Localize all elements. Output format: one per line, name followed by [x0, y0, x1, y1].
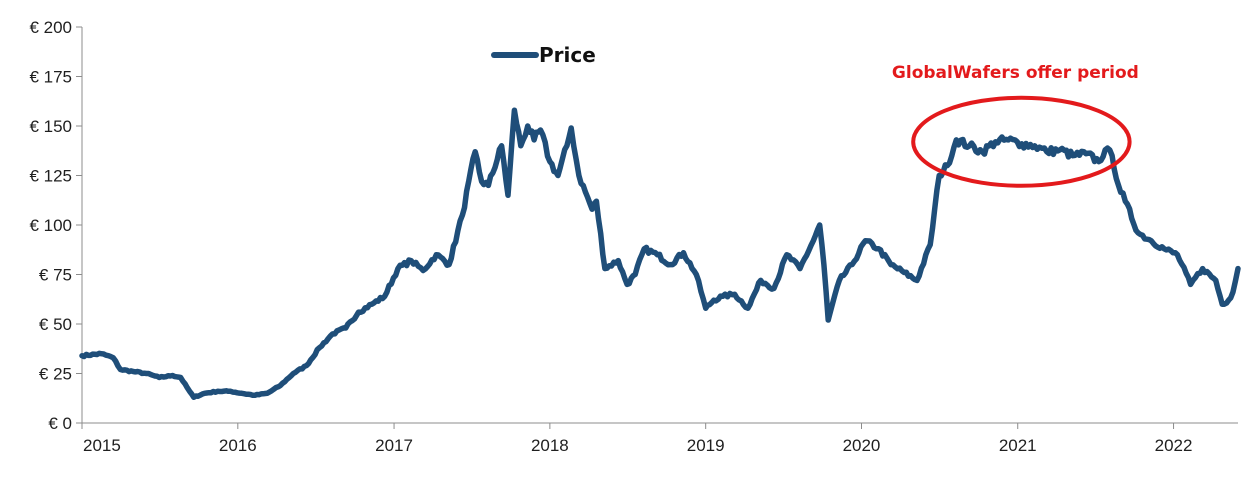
legend-label-price: Price — [539, 43, 596, 67]
y-tick-label: € 150 — [29, 117, 72, 136]
legend: Price — [491, 43, 596, 67]
x-tick-label: 2018 — [531, 436, 569, 455]
y-tick-label: € 125 — [29, 167, 72, 186]
x-axis: 2015 2016 2017 2018 2019 2020 2021 2022 — [81, 422, 1238, 455]
y-tick-label: € 100 — [29, 216, 72, 235]
y-tick-label: € 75 — [39, 266, 72, 285]
y-tick-label: € 200 — [29, 18, 72, 37]
series-line-price — [79, 107, 1241, 401]
x-tick-label: 2015 — [83, 436, 121, 455]
x-tick-label: 2016 — [219, 436, 257, 455]
x-tick-label: 2020 — [843, 436, 881, 455]
annotation-layer: GlobalWafers offer period — [892, 63, 1139, 188]
offer-period-label: GlobalWafers offer period — [892, 63, 1139, 83]
offer-period-ellipse — [911, 95, 1132, 188]
y-tick-label: € 175 — [29, 68, 72, 87]
x-tick-label: 2022 — [1155, 436, 1193, 455]
y-axis: € 0 € 25 € 50 € 75 € 100 € 125 € 150 € 175 € 200 — [29, 18, 83, 433]
x-tick-label: 2019 — [687, 436, 725, 455]
y-tick-label: € 50 — [39, 315, 72, 334]
x-tick-label: 2021 — [999, 436, 1037, 455]
y-tick-label: € 25 — [39, 365, 72, 384]
y-tick-label: € 0 — [48, 414, 72, 433]
series-layer — [79, 107, 1241, 401]
x-tick-label: 2017 — [375, 436, 413, 455]
